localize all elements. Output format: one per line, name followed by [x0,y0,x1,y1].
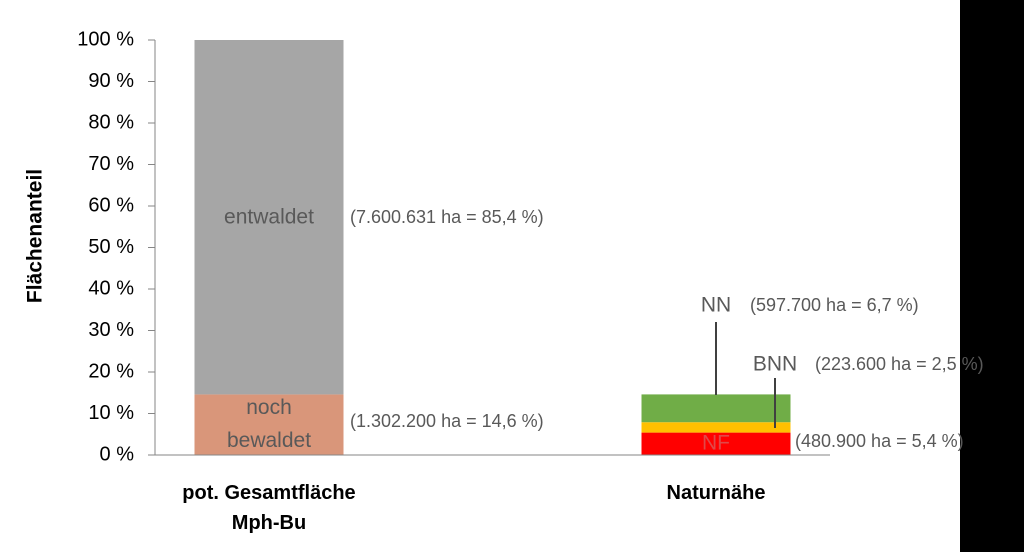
value-label: (223.600 ha = 2,5 %) [815,354,984,374]
value-label: (480.900 ha = 5,4 %) [795,431,964,451]
y-tick-label: 100 % [77,28,134,50]
value-label: (597.700 ha = 6,7 %) [750,295,919,315]
y-tick-label: 90 % [88,70,134,92]
y-tick-label: 40 % [88,277,134,299]
bar-segment [194,394,344,455]
y-axis-label: Flächenanteil [24,169,47,303]
y-tick-label: 70 % [88,153,134,175]
y-tick-label: 20 % [88,360,134,382]
y-tick-label: 80 % [88,111,134,133]
value-label: (1.302.200 ha = 14,6 %) [350,411,544,431]
y-tick-label: 60 % [88,194,134,216]
y-tick-label: 0 % [100,443,135,465]
series-label: NF [702,432,730,455]
y-tick-label: 10 % [88,402,134,424]
bar-segment [194,40,344,395]
x-tick-label: pot. Gesamtfläche Mph-Bu [182,482,356,534]
x-tick-label: Naturnähe [666,482,766,504]
series-label: BNN [753,353,797,376]
side-panel [960,0,1024,552]
value-label: (7.600.631 ha = 85,4 %) [350,207,544,227]
series-label: entwaldet [224,206,314,229]
bar-segment [641,394,791,423]
series-label: noch bewaldet [226,396,312,452]
series-label: NN [701,294,731,317]
y-tick-label: 30 % [88,319,134,341]
y-tick-label: 50 % [88,236,134,258]
bar-segment [641,422,791,433]
bar-segment [641,432,791,455]
